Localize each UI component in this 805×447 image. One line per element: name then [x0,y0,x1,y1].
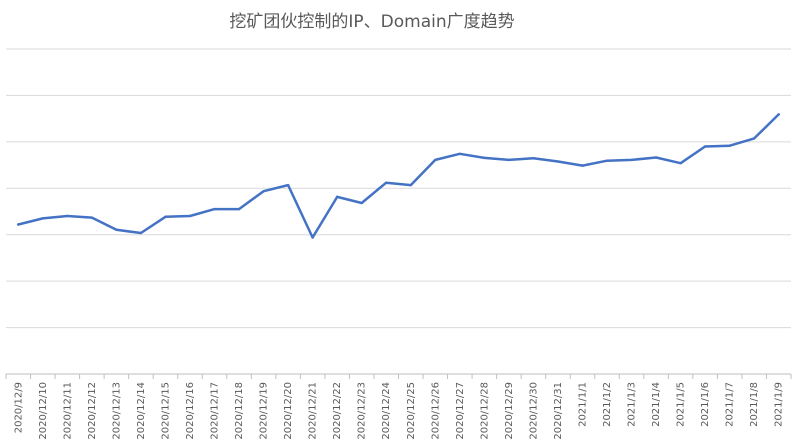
x-tick-label: 2021/1/8 [749,382,760,427]
x-tick-label: 2020/12/29 [504,382,515,440]
x-tick-label: 2020/12/24 [381,382,392,440]
x-tick-label: 2021/1/6 [700,382,711,427]
data-point [483,156,486,160]
data-point [360,201,363,205]
data-point [188,214,192,218]
data-point [434,158,437,162]
data-point [286,183,290,187]
x-tick-label: 2020/12/26 [430,382,441,440]
data-point [115,228,118,231]
data-point [630,158,633,162]
data-point [213,207,216,211]
x-tick-label: 2020/12/13 [111,382,122,440]
data-point [728,144,731,147]
data-point [164,215,167,218]
x-tick-label: 2021/1/4 [651,382,662,427]
data-point [311,236,314,239]
x-axis [5,374,792,379]
data-point [335,195,339,199]
data-point [458,152,462,156]
data-point [237,207,241,211]
data-point [556,160,560,163]
data-point [385,181,388,184]
data-point [532,157,535,160]
data-point [777,113,780,116]
x-tick-label: 2021/1/9 [774,382,785,427]
data-point [507,158,511,162]
x-tick-label: 2020/12/27 [455,382,466,440]
series-layer [17,113,780,239]
series-line [17,113,780,239]
chart-title: 挖矿团伙控制的IP、Domain广度趋势 [229,12,514,32]
x-tick-label: 2020/12/25 [406,382,417,440]
x-tick-label: 2021/1/1 [577,382,588,427]
data-point [17,223,20,226]
data-point [654,156,658,159]
x-tick-label: 2020/12/10 [38,382,49,440]
x-tick-label: 2020/12/31 [553,382,564,440]
data-point [41,217,44,220]
x-tick-label: 2021/1/5 [676,382,687,427]
x-tick-label: 2020/12/17 [210,382,221,440]
data-point [581,164,584,167]
data-point [90,216,94,219]
x-tick-label: 2021/1/7 [725,382,736,427]
x-tick-label: 2021/1/3 [627,382,638,427]
x-tick-label: 2020/12/12 [87,382,98,440]
x-tick-label: 2020/12/9 [13,382,24,433]
data-point [679,161,682,165]
x-tick-label: 2020/12/30 [528,382,539,440]
gridlines [6,48,791,375]
x-tick-label: 2020/12/16 [185,382,196,440]
data-point [139,231,143,235]
x-tick-label: 2020/12/19 [259,382,270,440]
data-point [262,189,265,193]
x-tick-label: 2020/12/20 [283,382,294,440]
x-tick-label: 2020/12/28 [479,382,490,440]
x-tick-label: 2020/12/21 [308,382,319,440]
data-point [703,145,707,148]
x-tick-label: 2020/12/23 [357,382,368,440]
x-tick-labels: 2020/12/9 2020/12/10 2020/12/11 2020/12/12 2… [13,382,784,440]
x-tick-label: 2021/1/2 [602,382,613,427]
x-tick-label: 2020/12/11 [62,382,73,440]
data-point [605,159,609,162]
x-tick-label: 2020/12/15 [160,382,171,440]
data-point [753,137,756,140]
x-tick-label: 2020/12/14 [136,382,147,440]
x-tick-label: 2020/12/18 [234,382,245,440]
data-point [409,183,412,187]
x-tick-label: 2020/12/22 [332,382,343,440]
data-point [66,214,69,218]
